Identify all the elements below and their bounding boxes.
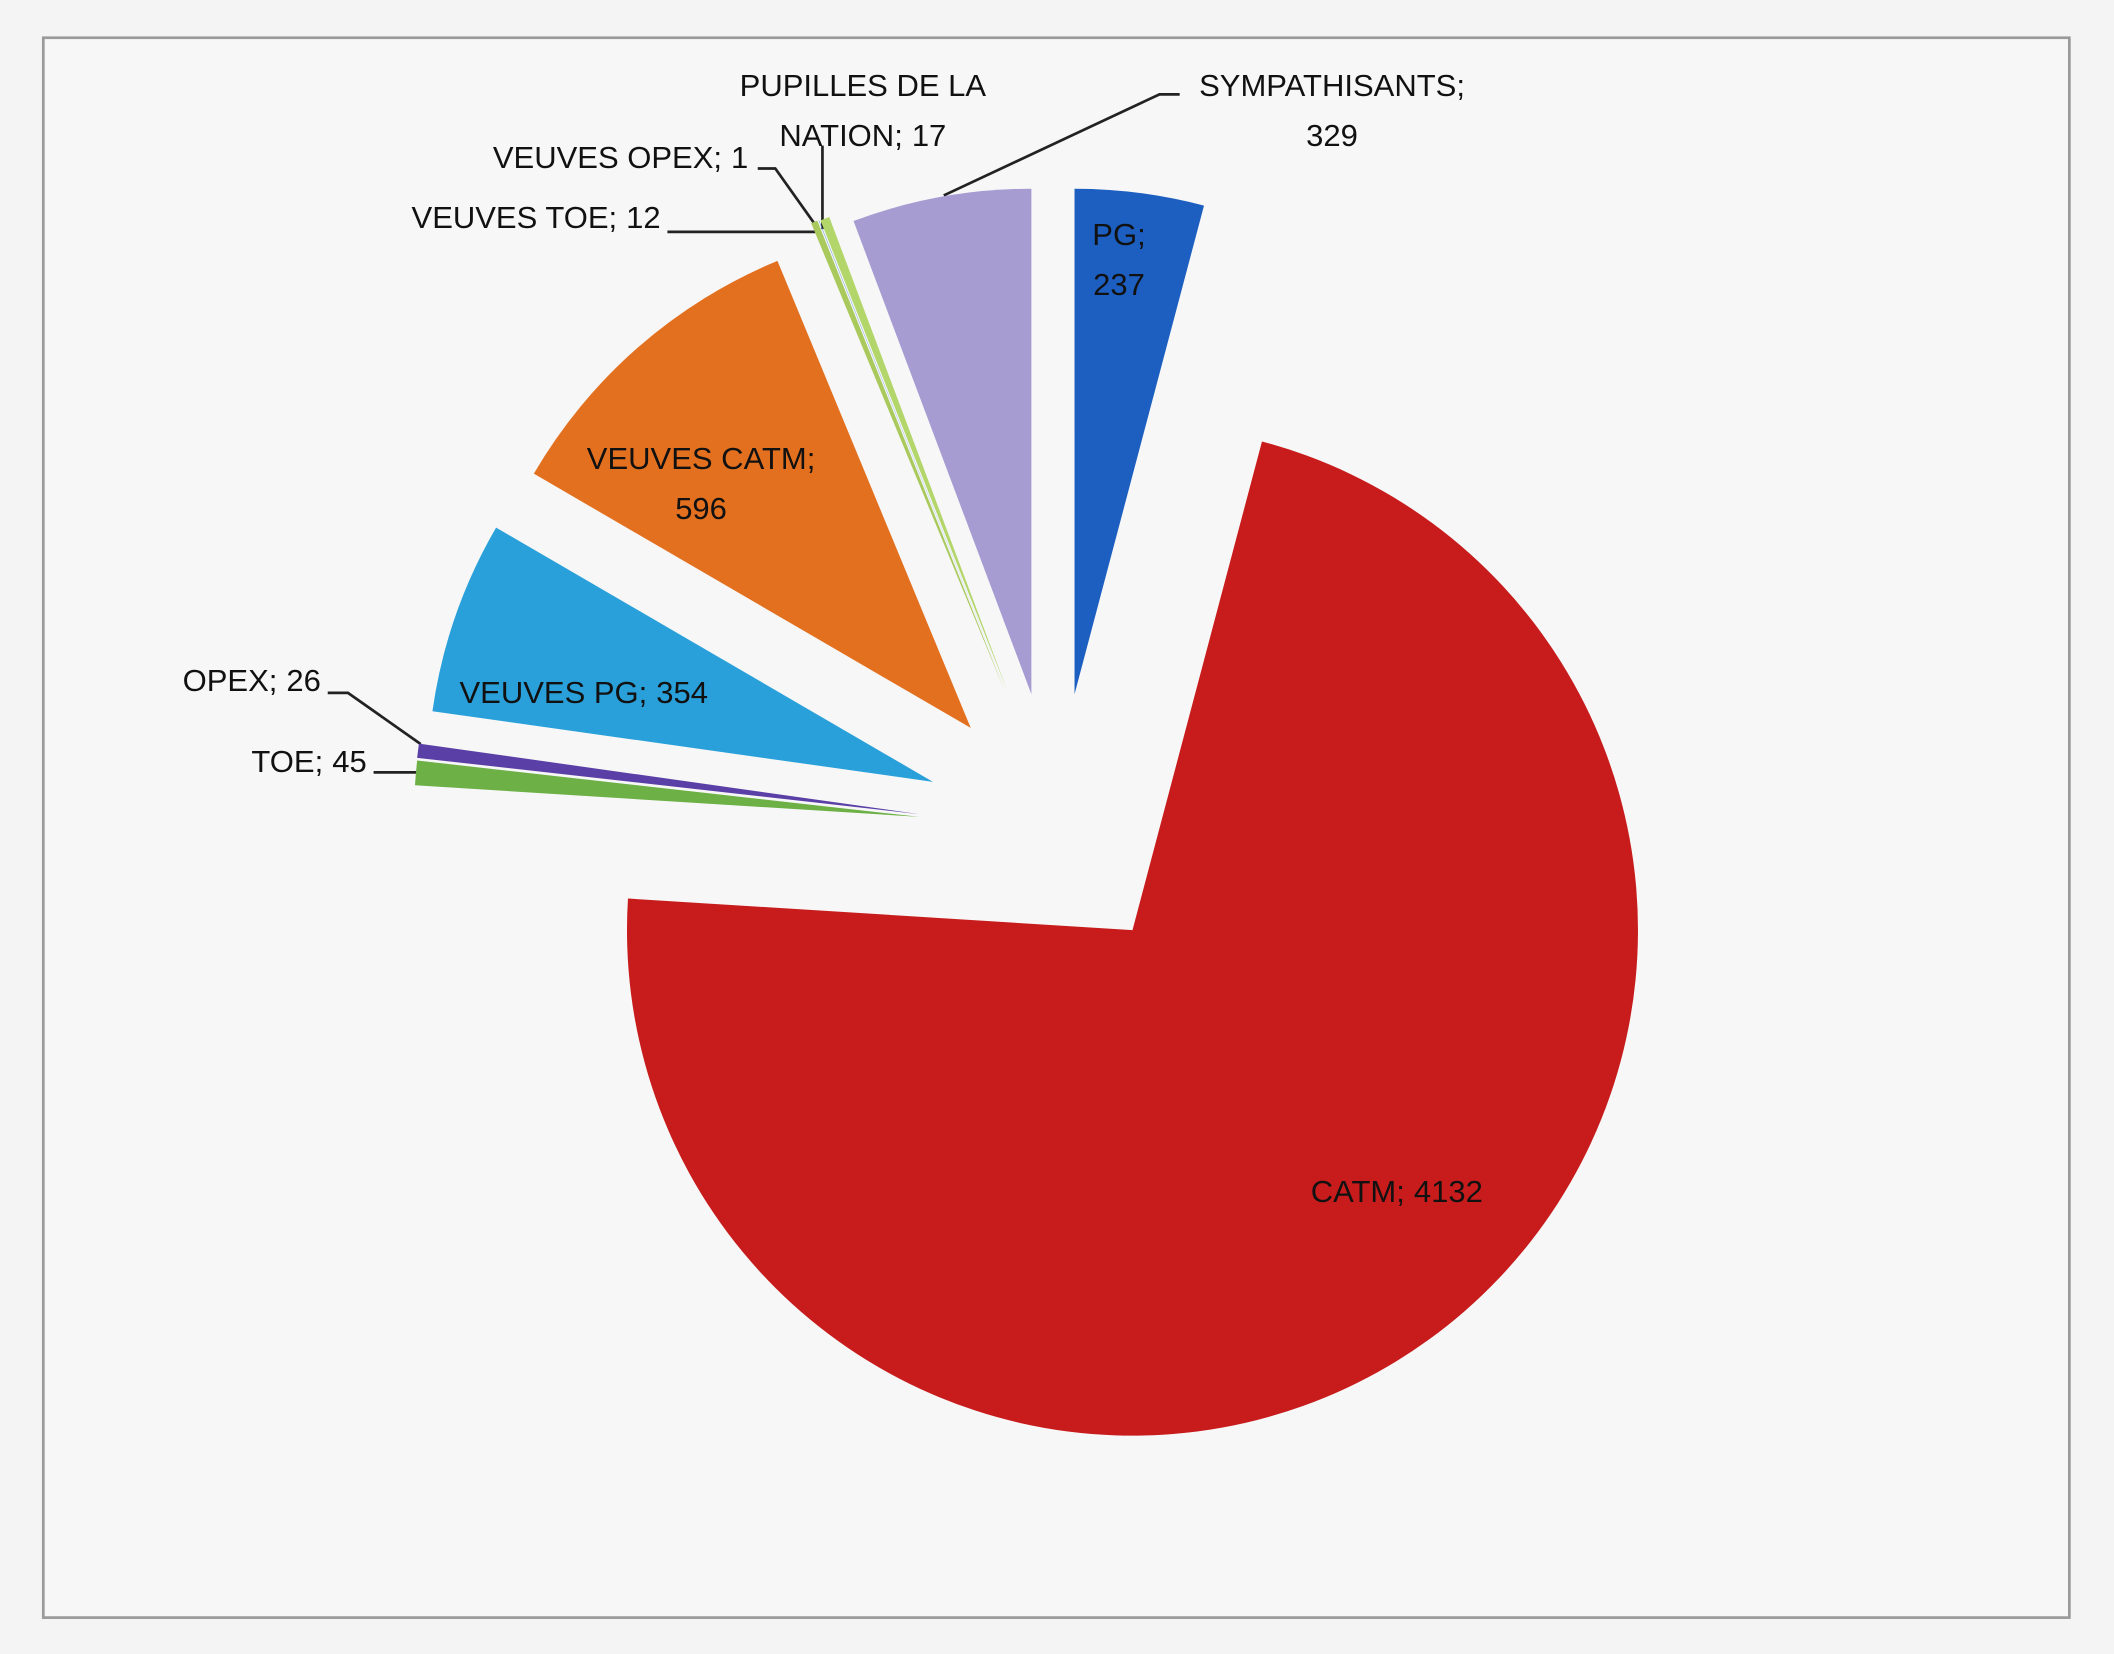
data-label: PUPILLES DE LA NATION; 17 bbox=[713, 61, 1013, 161]
label-separator: ; bbox=[894, 117, 903, 153]
pie-slice bbox=[414, 760, 920, 817]
label-category: PUPILLES DE LA NATION bbox=[739, 67, 987, 153]
leader-line bbox=[327, 691, 422, 746]
label-value: 237 bbox=[1093, 267, 1145, 303]
label-category: SYMPATHISANTS bbox=[1199, 67, 1457, 103]
label-value: 1 bbox=[731, 139, 749, 175]
data-label: OPEX; 26 bbox=[183, 656, 321, 706]
label-separator: ; bbox=[1396, 1173, 1405, 1209]
label-value: 354 bbox=[656, 674, 709, 710]
data-label: CATM; 4132 bbox=[1311, 1167, 1483, 1217]
label-value: 329 bbox=[1306, 117, 1358, 153]
slices bbox=[414, 188, 1638, 1436]
data-label: SYMPATHISANTS; 329 bbox=[1199, 61, 1465, 161]
pie-slice bbox=[853, 188, 1032, 695]
label-separator: ; bbox=[638, 674, 648, 710]
leader-line bbox=[757, 167, 820, 230]
label-separator: ; bbox=[268, 662, 278, 698]
pie-slice bbox=[417, 743, 920, 815]
leader-line bbox=[943, 93, 1180, 197]
data-label: VEUVES PG; 354 bbox=[459, 668, 708, 718]
label-separator: ; bbox=[806, 441, 816, 476]
label-value: 17 bbox=[911, 117, 947, 153]
label-separator: ; bbox=[1137, 217, 1146, 253]
pie-slice bbox=[811, 220, 1005, 691]
label-value: 12 bbox=[626, 200, 661, 236]
label-value: 26 bbox=[286, 662, 321, 698]
leader-lines bbox=[327, 93, 1180, 774]
label-category: VEUVES CATM bbox=[586, 441, 807, 476]
data-label: VEUVES OPEX; 1 bbox=[493, 133, 748, 183]
data-label: TOE; 45 bbox=[251, 737, 366, 787]
label-separator: ; bbox=[1456, 67, 1465, 103]
data-label: VEUVES TOE; 12 bbox=[412, 193, 661, 243]
label-value: 596 bbox=[675, 491, 727, 526]
pie-slice bbox=[1074, 188, 1205, 695]
label-category: TOE bbox=[251, 743, 315, 779]
pie-slice bbox=[818, 220, 1006, 691]
label-category: PG bbox=[1092, 217, 1138, 253]
label-value: 4132 bbox=[1413, 1173, 1483, 1209]
label-category: VEUVES OPEX bbox=[492, 139, 714, 175]
label-separator: ; bbox=[608, 200, 618, 236]
label-separator: ; bbox=[713, 139, 722, 175]
label-category: OPEX bbox=[182, 662, 269, 698]
pie-slice bbox=[432, 527, 933, 782]
data-label: VEUVES CATM; 596 bbox=[587, 434, 816, 534]
label-category: VEUVES TOE bbox=[411, 200, 609, 236]
pie-slice bbox=[533, 260, 971, 728]
label-category: VEUVES PG bbox=[459, 674, 639, 710]
pie-slice bbox=[626, 441, 1638, 1436]
pie-slice bbox=[820, 217, 1008, 691]
label-category: CATM bbox=[1310, 1173, 1397, 1209]
label-separator: ; bbox=[314, 743, 324, 779]
label-value: 45 bbox=[332, 743, 367, 779]
data-label: PG; 237 bbox=[1092, 210, 1145, 310]
